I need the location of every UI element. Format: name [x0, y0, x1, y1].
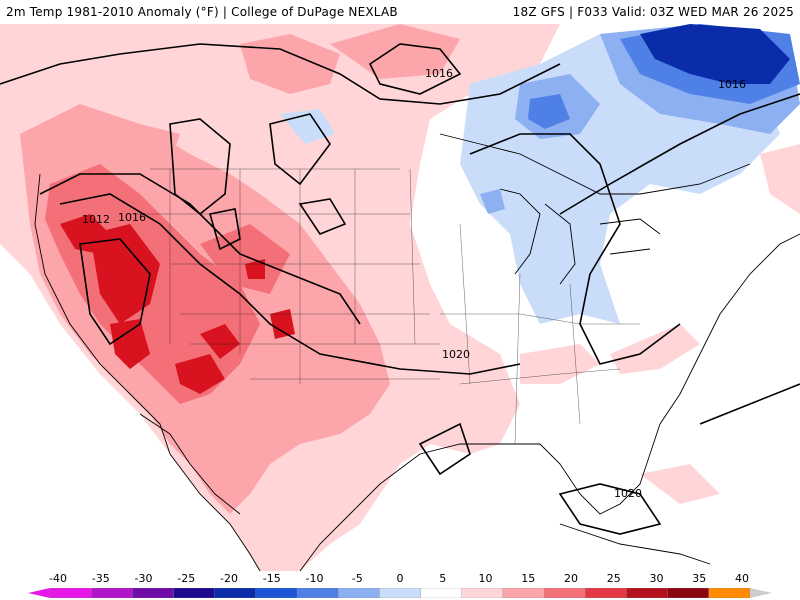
state-borders	[130, 168, 640, 445]
colorbar-swatch	[379, 588, 421, 598]
colorbar-tick-label: 25	[606, 572, 621, 585]
colorbar-tick-label: 20	[564, 572, 578, 585]
anomaly-map: 1016 1016 1012 1016 1020 1020	[0, 24, 800, 571]
isobar-label: 1020	[442, 348, 470, 361]
map-header: 2m Temp 1981-2010 Anomaly (°F) | College…	[0, 0, 800, 24]
colorbar-tick-label: -35	[91, 572, 110, 585]
colorbar-swatch	[708, 588, 751, 598]
colorbar-tick-label: 5	[439, 572, 447, 585]
colorbar-swatch	[296, 588, 339, 598]
isobar-label: 1016	[425, 67, 453, 80]
colorbar-tick-label: 15	[521, 572, 536, 585]
colorbar: -40 -35 -30 -25 -20 -15 -10 -5 0 5 10 15 20 25 30 35 40	[0, 571, 800, 600]
colorbar-ticks: -40 -35 -30 -25 -20 -15 -10 -5 0 5 10 15 20 25 30 35 40	[0, 571, 800, 587]
cool-anomaly-max	[640, 24, 790, 84]
colorbar-swatch	[420, 588, 462, 598]
isobars	[0, 43, 800, 535]
colorbar-swatch	[626, 588, 668, 598]
colorbar-swatch	[585, 588, 627, 598]
coastlines	[34, 133, 800, 571]
isobar-label: 1012	[82, 213, 110, 226]
colorbar-swatch	[132, 588, 174, 598]
isobar-label: 1016	[118, 211, 146, 224]
colorbar-tick-label: 35	[692, 572, 707, 585]
colorbar-left-arrow	[28, 588, 50, 598]
map-title: 2m Temp 1981-2010 Anomaly (°F) | College…	[6, 5, 398, 19]
colorbar-tick-label: -10	[305, 572, 324, 585]
warm-anomaly-max	[60, 214, 295, 394]
colorbar-swatch	[91, 588, 133, 598]
colorbar-tick-label: -20	[220, 572, 238, 585]
colorbar-swatch	[461, 588, 504, 598]
model-run-info: 18Z GFS | F033 Valid: 03Z WED MAR 26 202…	[512, 5, 794, 19]
colorbar-swatch	[667, 588, 709, 598]
colorbar-tick-label: -15	[262, 572, 281, 585]
colorbar-swatch	[214, 588, 257, 598]
colorbar-swatch	[255, 588, 298, 598]
colorbar-tick-label: 10	[478, 572, 493, 585]
isobar-label: 1020	[614, 487, 642, 500]
colorbar-right-arrow	[750, 588, 772, 598]
colorbar-swatch	[173, 588, 215, 598]
colorbar-tick-label: 40	[735, 572, 749, 585]
isobar-label: 1016	[718, 78, 746, 91]
colorbar-swatches	[28, 588, 772, 598]
colorbar-swatch	[338, 588, 380, 598]
colorbar-swatch	[49, 588, 92, 598]
colorbar-tick-label: -30	[134, 572, 153, 585]
colorbar-tick-label: 30	[649, 572, 664, 585]
colorbar-tick-label: -5	[351, 572, 363, 585]
colorbar-tick-label: -40	[49, 572, 67, 585]
colorbar-swatch	[543, 588, 586, 598]
colorbar-tick-label: -25	[177, 572, 196, 585]
colorbar-swatch	[502, 588, 545, 598]
colorbar-tick-label: 0	[396, 572, 404, 585]
